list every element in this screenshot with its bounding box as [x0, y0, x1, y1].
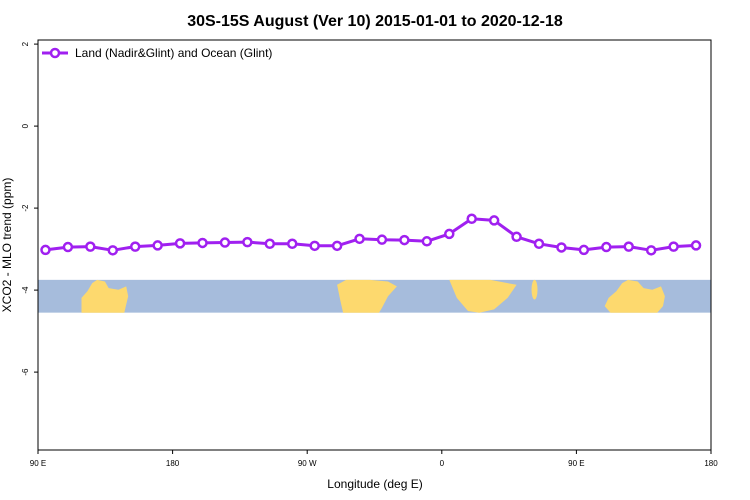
landmass: [531, 279, 538, 300]
data-point: [354, 233, 365, 245]
data-point: [264, 238, 276, 250]
data-point: [601, 241, 612, 253]
data-point: [152, 240, 163, 251]
world-map-strip: [38, 279, 711, 313]
data-point: [219, 237, 231, 248]
data-point: [668, 241, 679, 252]
data-point: [556, 242, 567, 253]
legend-marker: [49, 47, 61, 59]
data-point: [488, 215, 500, 226]
y-tick-label: 0: [21, 123, 30, 128]
data-point: [242, 236, 253, 248]
y-tick-label: -2: [21, 204, 30, 212]
data-point: [533, 238, 545, 250]
legend: Land (Nadir&Glint) and Ocean (Glint): [42, 46, 272, 60]
data-point: [309, 240, 320, 252]
x-tick-label: 90 E: [30, 459, 46, 468]
data-point: [376, 234, 388, 245]
data-point: [40, 244, 51, 256]
legend-label: Land (Nadir&Glint) and Ocean (Glint): [75, 46, 272, 60]
data-point: [399, 234, 410, 246]
data-point: [174, 238, 186, 249]
data-point: [85, 241, 96, 252]
y-tick-label: 2: [21, 41, 30, 46]
data-point: [690, 240, 702, 251]
y-tick-label: -4: [21, 286, 30, 294]
landmass: [81, 279, 129, 313]
data-point: [62, 241, 74, 253]
data-point: [623, 241, 634, 252]
x-tick-label: 90 W: [298, 459, 317, 468]
data-point: [511, 231, 522, 243]
x-tick-label: 180: [166, 459, 180, 468]
data-point: [197, 237, 208, 249]
series-line: [45, 217, 697, 252]
data-point: [578, 244, 590, 256]
series-layer: [40, 213, 702, 256]
x-tick-label: 0: [440, 459, 445, 468]
landmass: [604, 279, 665, 313]
data-point: [421, 236, 433, 247]
plot-frame: [37, 39, 712, 451]
y-axis-label: XCO2 - MLO trend (ppm): [0, 178, 14, 313]
y-tick-label: -6: [21, 368, 30, 376]
data-point: [466, 213, 477, 225]
landmass: [449, 279, 517, 313]
data-point: [286, 238, 298, 250]
data-point: [129, 241, 141, 252]
chart-title: 30S-15S August (Ver 10) 2015-01-01 to 20…: [187, 13, 563, 30]
data-point: [645, 245, 657, 256]
x-tick-label: 180: [704, 459, 718, 468]
x-axis-label: Longitude (deg E): [327, 477, 422, 491]
x-axis: 90 E 180 90 W 0 90 E 180: [30, 450, 718, 468]
y-axis: 2 0 -2 -4 -6: [21, 41, 38, 376]
landmass: [337, 279, 397, 313]
landmasses: [81, 279, 665, 313]
data-point: [107, 245, 119, 256]
x-tick-label: 90 E: [568, 459, 584, 468]
data-point: [331, 240, 343, 252]
data-point: [444, 228, 455, 240]
